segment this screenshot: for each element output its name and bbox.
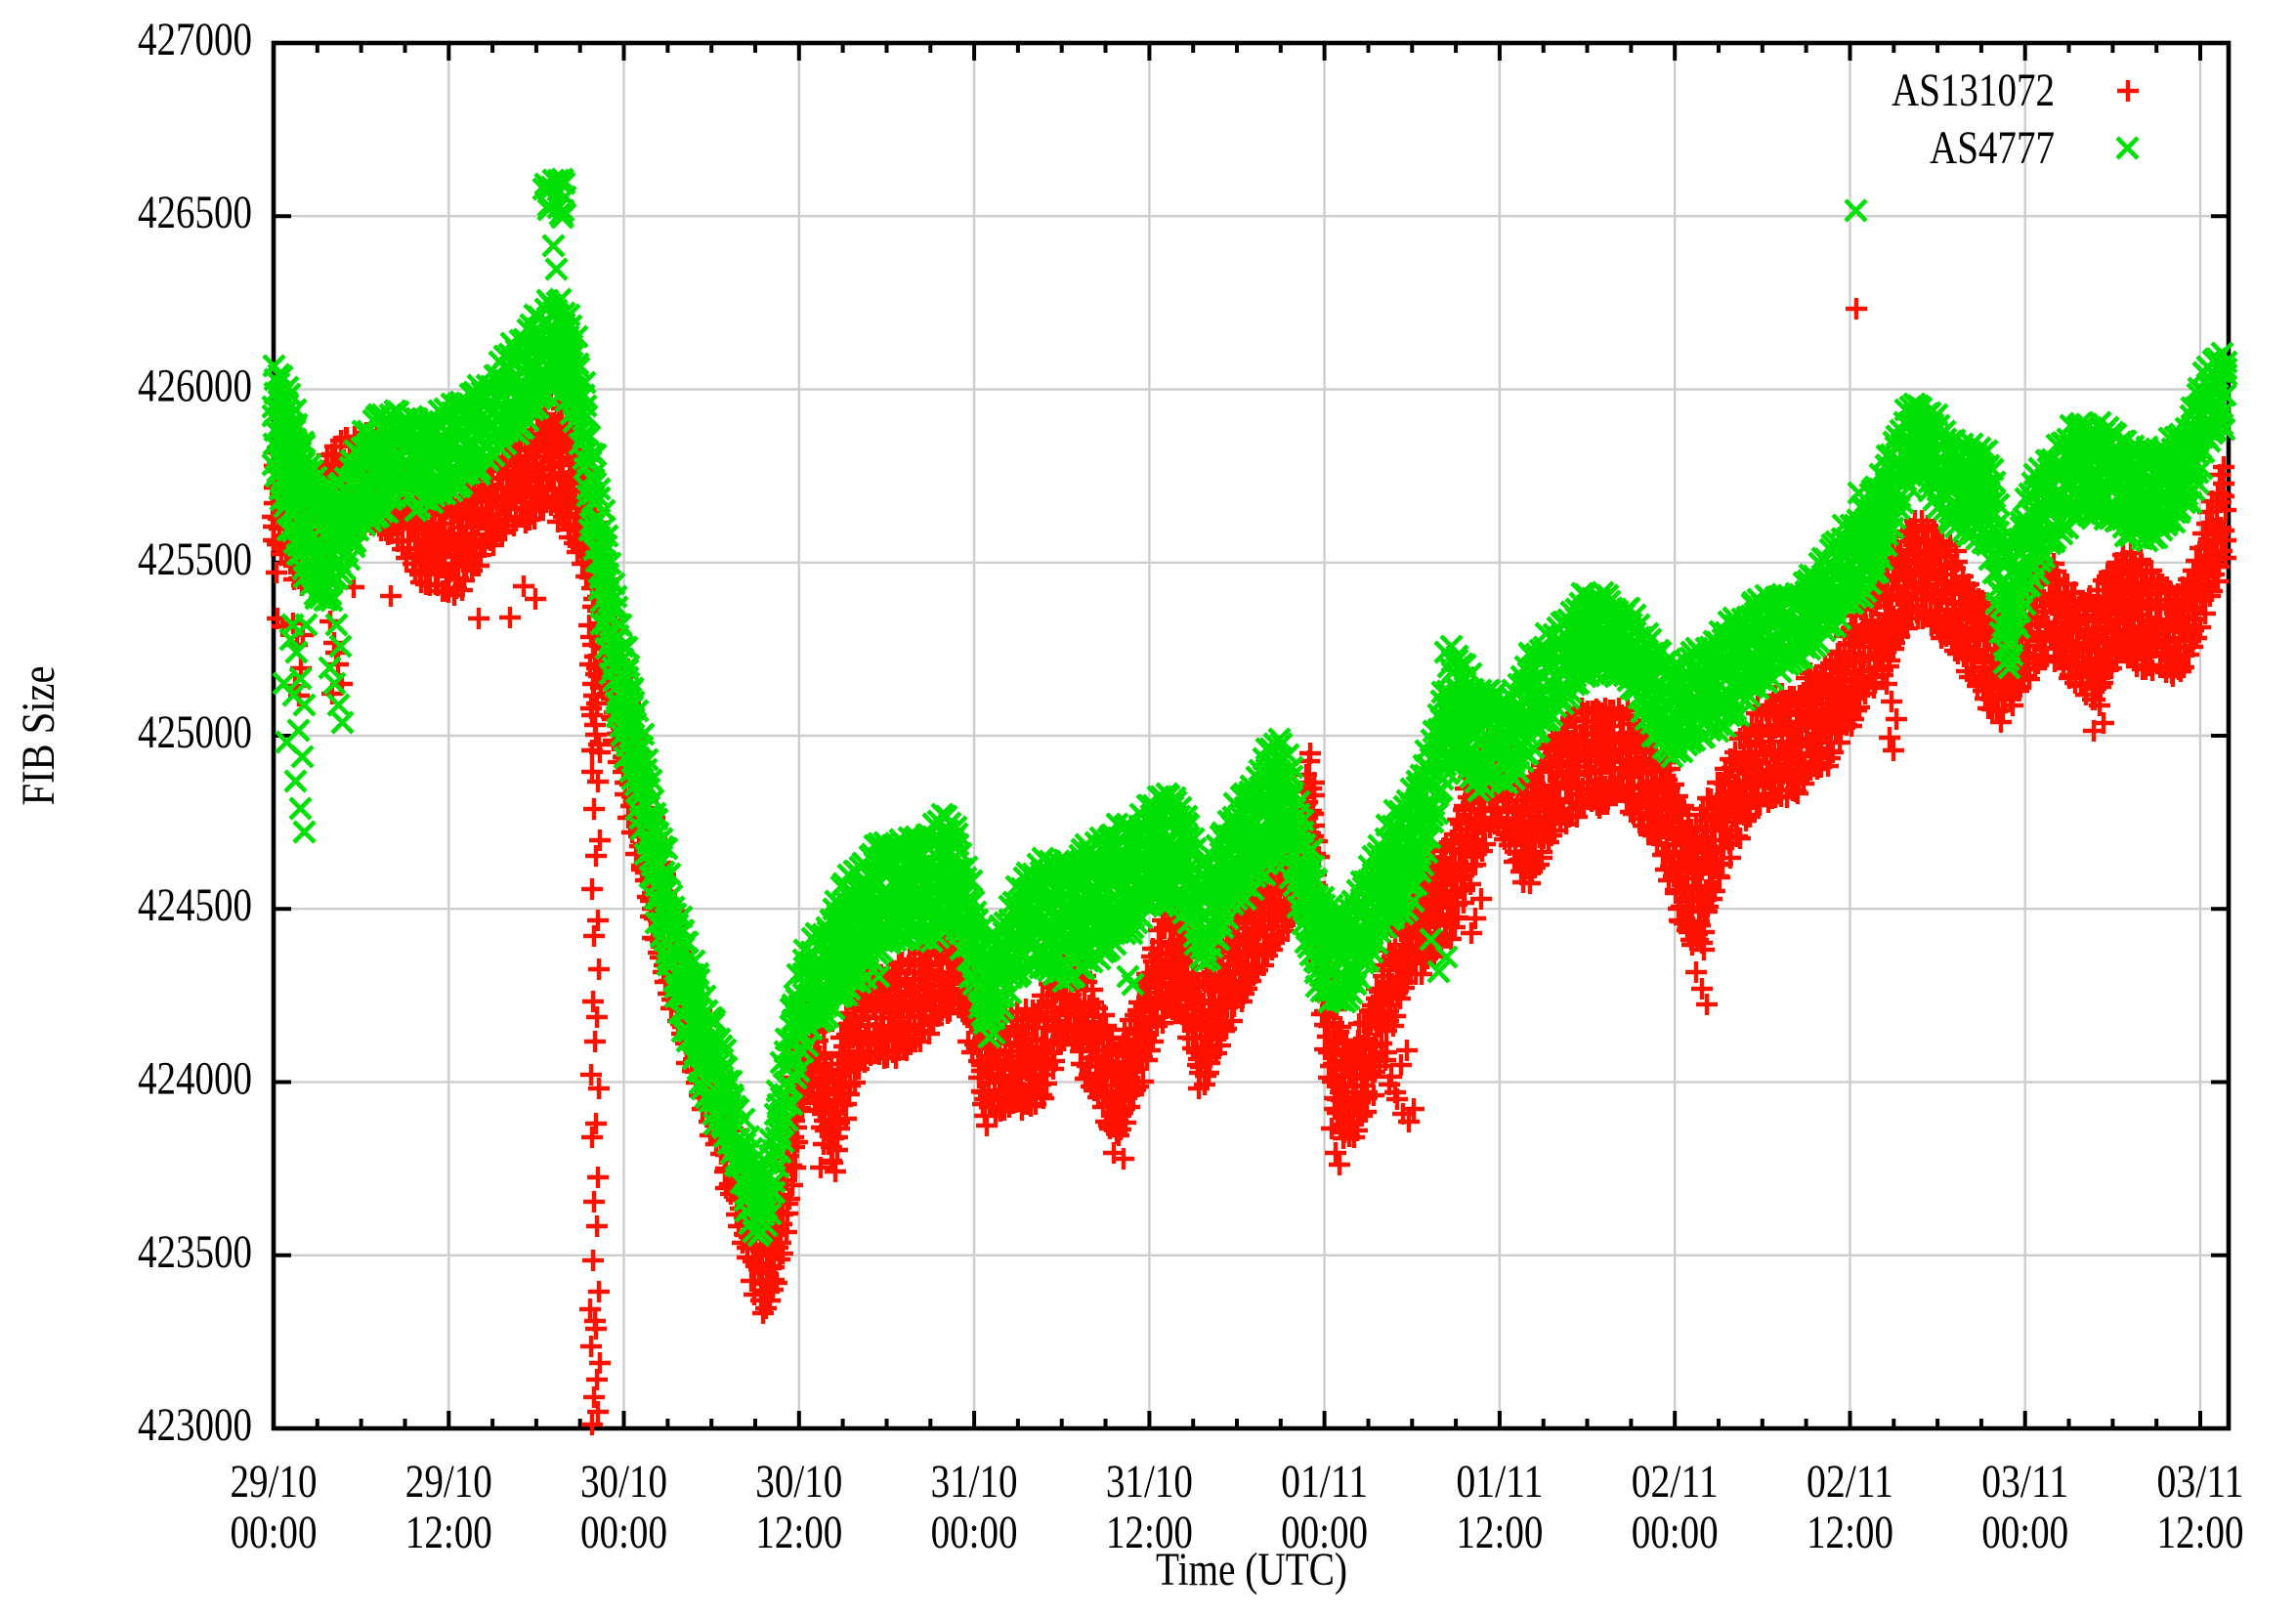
svg-text:12:00: 12:00 bbox=[405, 1507, 492, 1558]
svg-text:12:00: 12:00 bbox=[2157, 1507, 2244, 1558]
svg-text:02/11: 02/11 bbox=[1807, 1456, 1893, 1508]
svg-text:00:00: 00:00 bbox=[1632, 1507, 1719, 1558]
svg-text:01/11: 01/11 bbox=[1456, 1456, 1543, 1508]
svg-text:424000: 424000 bbox=[138, 1053, 252, 1105]
svg-text:00:00: 00:00 bbox=[231, 1507, 318, 1558]
svg-text:AS4777: AS4777 bbox=[1930, 122, 2055, 174]
svg-text:00:00: 00:00 bbox=[1981, 1507, 2068, 1558]
svg-text:03/11: 03/11 bbox=[2157, 1456, 2244, 1508]
svg-text:423500: 423500 bbox=[138, 1226, 252, 1278]
svg-text:AS131072: AS131072 bbox=[1892, 64, 2055, 116]
svg-text:30/10: 30/10 bbox=[755, 1456, 842, 1508]
svg-text:12:00: 12:00 bbox=[1456, 1507, 1543, 1558]
svg-text:31/10: 31/10 bbox=[931, 1456, 1018, 1508]
svg-text:424500: 424500 bbox=[138, 879, 252, 931]
svg-text:FIB Size: FIB Size bbox=[13, 666, 64, 806]
svg-text:29/10: 29/10 bbox=[231, 1456, 318, 1508]
svg-text:02/11: 02/11 bbox=[1632, 1456, 1719, 1508]
svg-text:425000: 425000 bbox=[138, 706, 252, 758]
svg-text:12:00: 12:00 bbox=[1807, 1507, 1893, 1558]
svg-text:00:00: 00:00 bbox=[580, 1507, 667, 1558]
svg-text:03/11: 03/11 bbox=[1981, 1456, 2068, 1508]
svg-text:31/10: 31/10 bbox=[1106, 1456, 1193, 1508]
svg-text:12:00: 12:00 bbox=[1106, 1507, 1193, 1558]
svg-text:01/11: 01/11 bbox=[1281, 1456, 1368, 1508]
svg-text:426000: 426000 bbox=[138, 361, 252, 412]
svg-text:12:00: 12:00 bbox=[755, 1507, 842, 1558]
svg-text:Time (UTC): Time (UTC) bbox=[1156, 1544, 1347, 1596]
svg-text:00:00: 00:00 bbox=[1281, 1507, 1368, 1558]
svg-text:30/10: 30/10 bbox=[580, 1456, 667, 1508]
svg-text:423000: 423000 bbox=[138, 1399, 252, 1451]
svg-text:00:00: 00:00 bbox=[931, 1507, 1018, 1558]
svg-text:427000: 427000 bbox=[138, 14, 252, 65]
svg-text:426500: 426500 bbox=[138, 187, 252, 238]
svg-text:29/10: 29/10 bbox=[405, 1456, 492, 1508]
svg-text:425500: 425500 bbox=[138, 533, 252, 585]
